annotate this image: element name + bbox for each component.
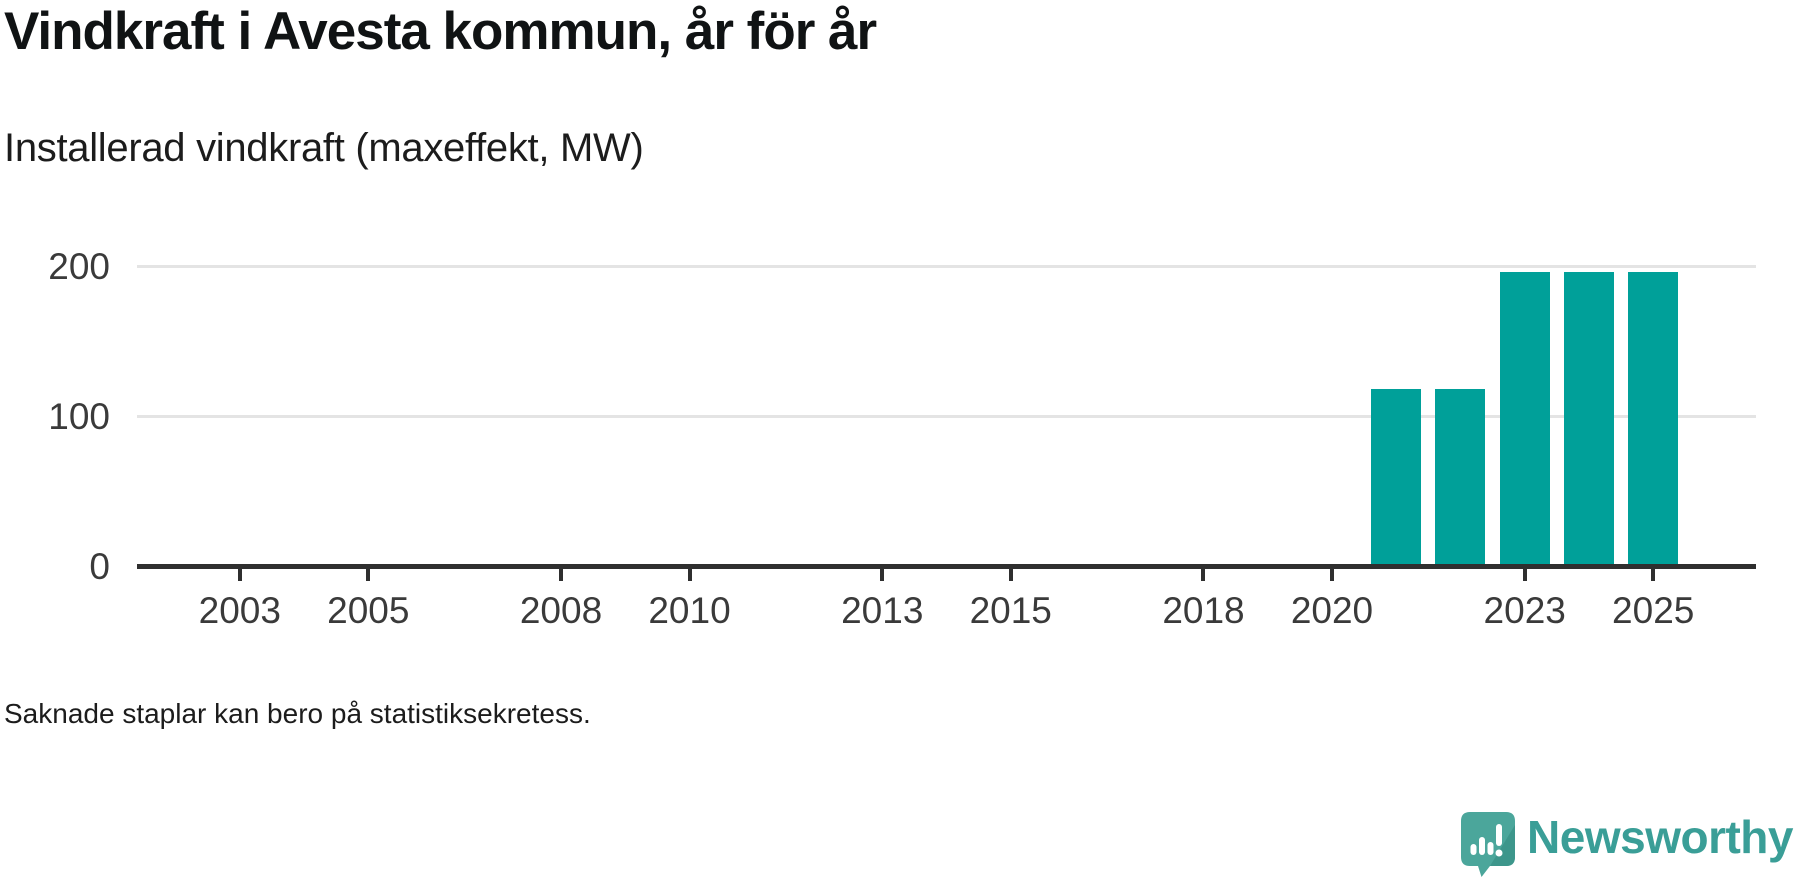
chart-subtitle: Installerad vindkraft (maxeffekt, MW) bbox=[4, 126, 644, 170]
x-tick-label: 2023 bbox=[1483, 590, 1566, 631]
bar-2022 bbox=[1435, 388, 1486, 564]
x-tick-2010 bbox=[687, 567, 692, 581]
newsworthy-logo-icon bbox=[1461, 812, 1516, 877]
logo-exclamation-bar bbox=[1496, 824, 1503, 846]
x-axis-line bbox=[137, 563, 1756, 569]
x-tick-2005 bbox=[366, 567, 371, 581]
x-tick-label: 2020 bbox=[1290, 590, 1374, 631]
plot-area: 0 100 200 2003 2005 2008 2010 2013 2015 2018 2020 2… bbox=[48, 246, 1756, 631]
x-tick-2025 bbox=[1651, 567, 1656, 581]
x-tick-label: 2025 bbox=[1612, 590, 1695, 631]
x-tick-label: 2013 bbox=[841, 590, 924, 631]
gridline-100 bbox=[137, 414, 1756, 418]
x-tick-2018 bbox=[1201, 567, 1206, 581]
y-tick-label: 0 bbox=[89, 546, 110, 587]
chart-title: Vindkraft i Avesta kommun, år för år bbox=[4, 2, 877, 61]
bar-2024 bbox=[1563, 271, 1614, 564]
x-tick-2023 bbox=[1522, 567, 1527, 581]
x-tick-label: 2015 bbox=[969, 590, 1052, 631]
bar-2023 bbox=[1499, 271, 1550, 564]
logo-exclamation-dot bbox=[1495, 849, 1503, 857]
x-tick-label: 2005 bbox=[327, 590, 410, 631]
x-tick-label: 2003 bbox=[198, 590, 281, 631]
logo-bar-2 bbox=[1479, 837, 1486, 855]
logo-bar-3 bbox=[1487, 842, 1494, 855]
newsworthy-wordmark: Newsworthy bbox=[1527, 811, 1793, 863]
x-tick-2008 bbox=[559, 567, 564, 581]
newsworthy-brand: Newsworthy bbox=[1460, 811, 1793, 877]
x-tick-label: 2010 bbox=[648, 590, 731, 631]
logo-bar-1 bbox=[1470, 844, 1477, 855]
bar-2021 bbox=[1371, 388, 1422, 564]
bar-2025 bbox=[1628, 271, 1679, 564]
y-tick-label: 100 bbox=[48, 396, 110, 437]
x-tick-label: 2018 bbox=[1162, 590, 1245, 631]
y-tick-label: 200 bbox=[48, 246, 110, 287]
x-tick-label: 2008 bbox=[519, 590, 603, 631]
x-tick-2015 bbox=[1008, 567, 1013, 581]
x-tick-2020 bbox=[1329, 567, 1334, 581]
logo-fold-shade bbox=[1490, 825, 1516, 866]
footnote: Saknade staplar kan bero på statistiksek… bbox=[4, 698, 591, 729]
x-tick-2013 bbox=[880, 567, 885, 581]
x-tick-2003 bbox=[237, 567, 242, 581]
gridline-200 bbox=[137, 264, 1756, 268]
